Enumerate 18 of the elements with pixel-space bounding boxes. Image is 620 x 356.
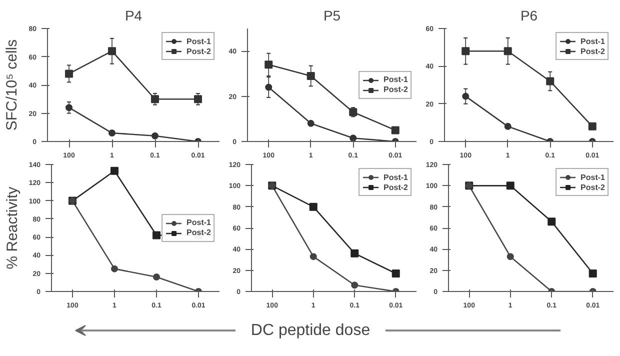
- x-axis-title: DC peptide dose: [250, 322, 370, 339]
- legend-label: Post-2: [384, 84, 408, 94]
- legend-label: Post-2: [186, 46, 211, 56]
- legend-label: Post-1: [580, 172, 605, 182]
- legend-label: Post-2: [186, 228, 211, 238]
- legend-label: Post-1: [186, 36, 211, 46]
- legend-label: Post-1: [384, 74, 408, 84]
- chart-title: P5: [323, 8, 341, 24]
- legend-label: Post-2: [580, 46, 605, 56]
- legend-label: Post-2: [384, 182, 408, 192]
- chart-title: P6: [520, 8, 538, 24]
- y-axis-title: SFC/10⁵ cells: [4, 39, 21, 131]
- legend-label: Post-1: [186, 218, 211, 228]
- legend-label: Post-1: [384, 172, 408, 182]
- legend-label: Post-2: [580, 182, 605, 192]
- legend-label: Post-1: [580, 36, 605, 46]
- y-axis-title: % Reactivity: [4, 186, 21, 270]
- chart-title: P4: [124, 8, 142, 24]
